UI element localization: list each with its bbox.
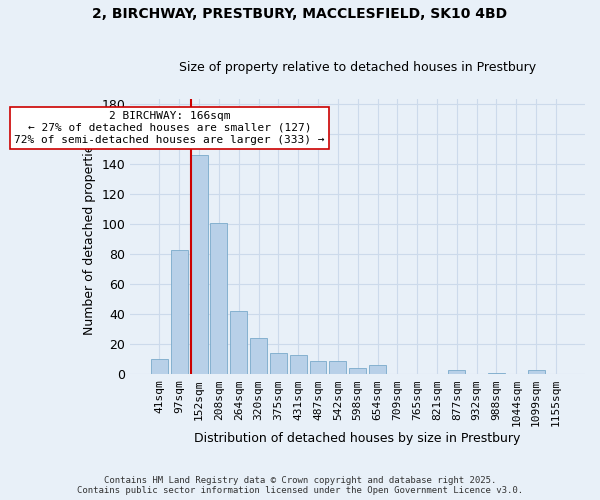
Y-axis label: Number of detached properties: Number of detached properties xyxy=(83,138,96,336)
Bar xyxy=(329,361,346,374)
Bar xyxy=(230,311,247,374)
Bar xyxy=(448,370,465,374)
Bar xyxy=(488,373,505,374)
Text: 2 BIRCHWAY: 166sqm
← 27% of detached houses are smaller (127)
72% of semi-detach: 2 BIRCHWAY: 166sqm ← 27% of detached hou… xyxy=(14,112,325,144)
Bar xyxy=(290,355,307,374)
Title: Size of property relative to detached houses in Prestbury: Size of property relative to detached ho… xyxy=(179,62,536,74)
Bar xyxy=(211,222,227,374)
Bar xyxy=(310,361,326,374)
Bar xyxy=(527,370,545,374)
Text: Contains HM Land Registry data © Crown copyright and database right 2025.
Contai: Contains HM Land Registry data © Crown c… xyxy=(77,476,523,495)
X-axis label: Distribution of detached houses by size in Prestbury: Distribution of detached houses by size … xyxy=(194,432,521,445)
Bar xyxy=(250,338,267,374)
Bar xyxy=(369,366,386,374)
Bar xyxy=(151,360,168,374)
Text: 2, BIRCHWAY, PRESTBURY, MACCLESFIELD, SK10 4BD: 2, BIRCHWAY, PRESTBURY, MACCLESFIELD, SK… xyxy=(92,8,508,22)
Bar xyxy=(171,250,188,374)
Bar xyxy=(349,368,366,374)
Bar xyxy=(191,155,208,374)
Bar xyxy=(270,354,287,374)
